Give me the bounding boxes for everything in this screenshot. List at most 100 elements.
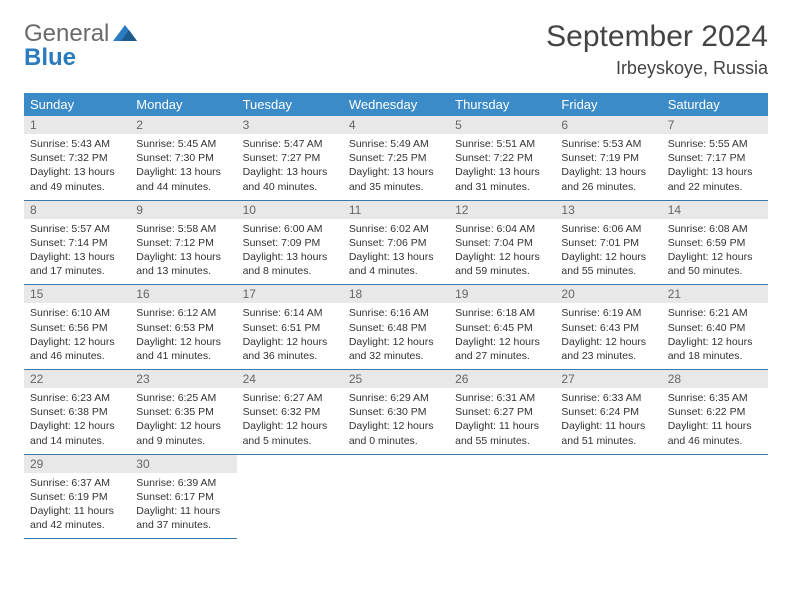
sunset-text: Sunset: 7:30 PM	[136, 151, 230, 165]
col-tuesday: Tuesday	[237, 93, 343, 116]
day-cell	[662, 454, 768, 539]
col-monday: Monday	[130, 93, 236, 116]
day-content: Sunrise: 6:12 AMSunset: 6:53 PMDaylight:…	[130, 303, 236, 369]
week-row: 29Sunrise: 6:37 AMSunset: 6:19 PMDayligh…	[24, 454, 768, 539]
logo-line2: Blue	[24, 44, 76, 72]
day-cell: 19Sunrise: 6:18 AMSunset: 6:45 PMDayligh…	[449, 285, 555, 370]
sunrise-text: Sunrise: 5:47 AM	[243, 137, 337, 151]
day-cell: 18Sunrise: 6:16 AMSunset: 6:48 PMDayligh…	[343, 285, 449, 370]
day-number: 19	[449, 285, 555, 303]
day-number: 13	[555, 201, 661, 219]
daylight-text: Daylight: 13 hours and 40 minutes.	[243, 165, 337, 193]
sunrise-text: Sunrise: 5:53 AM	[561, 137, 655, 151]
sunrise-text: Sunrise: 6:02 AM	[349, 222, 443, 236]
daylight-text: Daylight: 11 hours and 55 minutes.	[455, 419, 549, 447]
day-cell: 30Sunrise: 6:39 AMSunset: 6:17 PMDayligh…	[130, 454, 236, 539]
title-block: September 2024 Irbeyskoye, Russia	[546, 20, 768, 79]
day-cell: 13Sunrise: 6:06 AMSunset: 7:01 PMDayligh…	[555, 200, 661, 285]
sunset-text: Sunset: 7:06 PM	[349, 236, 443, 250]
day-number: 8	[24, 201, 130, 219]
daylight-text: Daylight: 11 hours and 46 minutes.	[668, 419, 762, 447]
day-content: Sunrise: 5:51 AMSunset: 7:22 PMDaylight:…	[449, 134, 555, 200]
day-number: 14	[662, 201, 768, 219]
daylight-text: Daylight: 12 hours and 5 minutes.	[243, 419, 337, 447]
daylight-text: Daylight: 13 hours and 8 minutes.	[243, 250, 337, 278]
daylight-text: Daylight: 11 hours and 37 minutes.	[136, 504, 230, 532]
sunset-text: Sunset: 7:32 PM	[30, 151, 124, 165]
sunrise-text: Sunrise: 6:27 AM	[243, 391, 337, 405]
day-cell	[555, 454, 661, 539]
day-content: Sunrise: 6:19 AMSunset: 6:43 PMDaylight:…	[555, 303, 661, 369]
daylight-text: Daylight: 12 hours and 14 minutes.	[30, 419, 124, 447]
day-content: Sunrise: 6:00 AMSunset: 7:09 PMDaylight:…	[237, 219, 343, 285]
sunrise-text: Sunrise: 6:31 AM	[455, 391, 549, 405]
week-row: 8Sunrise: 5:57 AMSunset: 7:14 PMDaylight…	[24, 200, 768, 285]
daylight-text: Daylight: 12 hours and 50 minutes.	[668, 250, 762, 278]
day-cell: 16Sunrise: 6:12 AMSunset: 6:53 PMDayligh…	[130, 285, 236, 370]
day-number: 29	[24, 455, 130, 473]
day-content: Sunrise: 6:14 AMSunset: 6:51 PMDaylight:…	[237, 303, 343, 369]
day-cell	[237, 454, 343, 539]
daylight-text: Daylight: 13 hours and 35 minutes.	[349, 165, 443, 193]
sunrise-text: Sunrise: 6:16 AM	[349, 306, 443, 320]
sunset-text: Sunset: 6:51 PM	[243, 321, 337, 335]
sunset-text: Sunset: 6:53 PM	[136, 321, 230, 335]
day-number: 7	[662, 116, 768, 134]
sunrise-text: Sunrise: 5:51 AM	[455, 137, 549, 151]
calendar-body: 1Sunrise: 5:43 AMSunset: 7:32 PMDaylight…	[24, 116, 768, 539]
sunrise-text: Sunrise: 5:45 AM	[136, 137, 230, 151]
sunrise-text: Sunrise: 6:12 AM	[136, 306, 230, 320]
sunset-text: Sunset: 6:22 PM	[668, 405, 762, 419]
header: General September 2024 Irbeyskoye, Russi…	[24, 20, 768, 79]
day-number: 15	[24, 285, 130, 303]
day-number: 22	[24, 370, 130, 388]
day-cell: 11Sunrise: 6:02 AMSunset: 7:06 PMDayligh…	[343, 200, 449, 285]
day-number: 21	[662, 285, 768, 303]
sunset-text: Sunset: 6:24 PM	[561, 405, 655, 419]
day-number: 17	[237, 285, 343, 303]
day-content: Sunrise: 6:02 AMSunset: 7:06 PMDaylight:…	[343, 219, 449, 285]
col-saturday: Saturday	[662, 93, 768, 116]
day-content: Sunrise: 6:35 AMSunset: 6:22 PMDaylight:…	[662, 388, 768, 454]
day-cell	[449, 454, 555, 539]
day-content: Sunrise: 5:49 AMSunset: 7:25 PMDaylight:…	[343, 134, 449, 200]
day-number: 12	[449, 201, 555, 219]
day-number: 4	[343, 116, 449, 134]
daylight-text: Daylight: 13 hours and 17 minutes.	[30, 250, 124, 278]
sunrise-text: Sunrise: 6:04 AM	[455, 222, 549, 236]
day-number: 2	[130, 116, 236, 134]
week-row: 15Sunrise: 6:10 AMSunset: 6:56 PMDayligh…	[24, 285, 768, 370]
sunrise-text: Sunrise: 6:19 AM	[561, 306, 655, 320]
sunset-text: Sunset: 6:56 PM	[30, 321, 124, 335]
sunset-text: Sunset: 6:17 PM	[136, 490, 230, 504]
day-content: Sunrise: 6:29 AMSunset: 6:30 PMDaylight:…	[343, 388, 449, 454]
day-cell: 17Sunrise: 6:14 AMSunset: 6:51 PMDayligh…	[237, 285, 343, 370]
day-number: 24	[237, 370, 343, 388]
calendar-table: Sunday Monday Tuesday Wednesday Thursday…	[24, 93, 768, 539]
day-cell: 25Sunrise: 6:29 AMSunset: 6:30 PMDayligh…	[343, 370, 449, 455]
day-number: 5	[449, 116, 555, 134]
sunset-text: Sunset: 7:14 PM	[30, 236, 124, 250]
day-cell: 9Sunrise: 5:58 AMSunset: 7:12 PMDaylight…	[130, 200, 236, 285]
day-cell	[343, 454, 449, 539]
sunrise-text: Sunrise: 6:35 AM	[668, 391, 762, 405]
day-number: 9	[130, 201, 236, 219]
day-cell: 22Sunrise: 6:23 AMSunset: 6:38 PMDayligh…	[24, 370, 130, 455]
sunrise-text: Sunrise: 5:49 AM	[349, 137, 443, 151]
sunset-text: Sunset: 7:27 PM	[243, 151, 337, 165]
daylight-text: Daylight: 13 hours and 4 minutes.	[349, 250, 443, 278]
day-number: 18	[343, 285, 449, 303]
sunrise-text: Sunrise: 6:06 AM	[561, 222, 655, 236]
sunrise-text: Sunrise: 6:18 AM	[455, 306, 549, 320]
sunrise-text: Sunrise: 5:43 AM	[30, 137, 124, 151]
day-cell: 20Sunrise: 6:19 AMSunset: 6:43 PMDayligh…	[555, 285, 661, 370]
daylight-text: Daylight: 12 hours and 46 minutes.	[30, 335, 124, 363]
day-content: Sunrise: 6:21 AMSunset: 6:40 PMDaylight:…	[662, 303, 768, 369]
daylight-text: Daylight: 11 hours and 42 minutes.	[30, 504, 124, 532]
day-cell: 1Sunrise: 5:43 AMSunset: 7:32 PMDaylight…	[24, 116, 130, 200]
day-number: 27	[555, 370, 661, 388]
daylight-text: Daylight: 12 hours and 23 minutes.	[561, 335, 655, 363]
sunset-text: Sunset: 6:48 PM	[349, 321, 443, 335]
week-row: 1Sunrise: 5:43 AMSunset: 7:32 PMDaylight…	[24, 116, 768, 200]
day-number: 6	[555, 116, 661, 134]
